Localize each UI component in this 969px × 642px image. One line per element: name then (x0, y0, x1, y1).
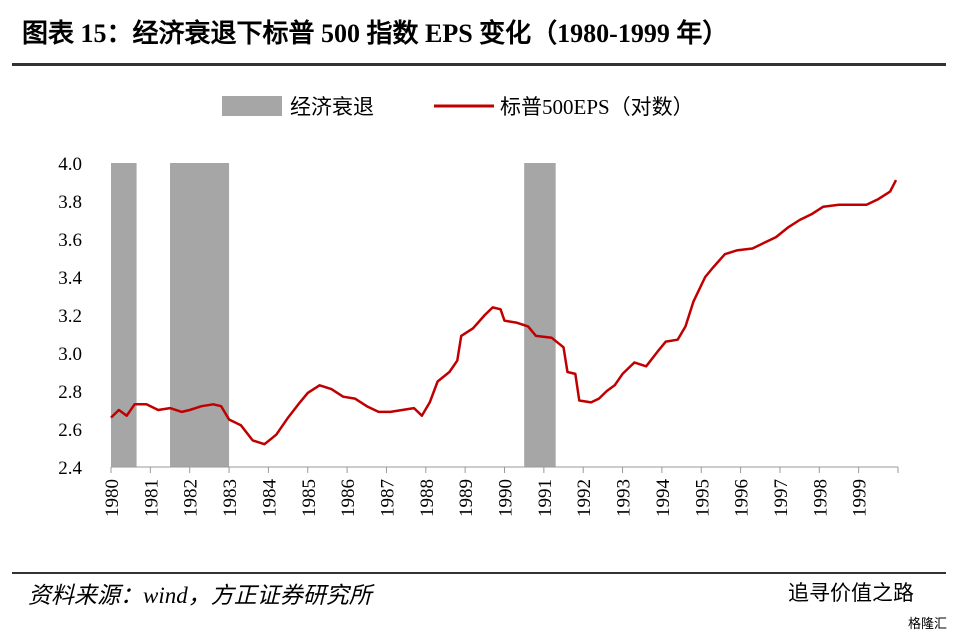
legend-label: 标普500EPS（对数） (500, 95, 694, 119)
x-tick-label: 1993 (614, 479, 635, 517)
y-tick-label: 2.8 (58, 382, 82, 403)
logo: 格隆汇 (908, 616, 947, 632)
footer-rule (12, 572, 946, 574)
x-tick-label: 1981 (141, 479, 162, 517)
x-tick-label: 1991 (535, 479, 556, 517)
x-tick-label: 1983 (220, 479, 241, 517)
x-tick-label: 1996 (732, 479, 753, 517)
x-tick-label: 1984 (259, 479, 280, 518)
recession-band (524, 163, 556, 467)
x-tick-label: 1998 (810, 479, 831, 517)
x-tick-label: 1990 (496, 479, 517, 517)
x-tick-label: 1980 (102, 479, 123, 517)
chart-title: 图表 15：经济衰退下标普 500 指数 EPS 变化（1980-1999 年） (22, 18, 728, 48)
legend-swatch (222, 96, 282, 116)
x-tick-label: 1997 (771, 479, 792, 517)
x-tick-label: 1999 (850, 479, 871, 517)
x-tick-label: 1989 (456, 479, 477, 517)
recession-band (170, 163, 230, 467)
y-tick-label: 4.0 (58, 154, 82, 175)
watermark: 追寻价值之路 (788, 581, 914, 605)
source: 资料来源：wind，方正证券研究所 (28, 583, 375, 608)
title-rule (12, 63, 946, 66)
y-tick-label: 2.6 (58, 420, 82, 441)
recession-band (111, 163, 137, 467)
x-tick-label: 1987 (377, 479, 398, 517)
x-tick-label: 1994 (653, 479, 674, 518)
y-tick-label: 3.8 (58, 192, 82, 213)
x-tick-label: 1988 (417, 479, 438, 517)
x-tick-label: 1992 (574, 479, 595, 517)
x-tick-label: 1982 (181, 479, 202, 517)
y-tick-label: 3.4 (58, 268, 82, 289)
y-tick-label: 3.2 (58, 306, 82, 327)
y-tick-label: 3.6 (58, 230, 82, 251)
x-tick-label: 1995 (692, 479, 713, 517)
legend-label: 经济衰退 (290, 95, 374, 119)
y-tick-label: 2.4 (58, 458, 82, 479)
x-tick-label: 1986 (338, 479, 359, 517)
y-tick-label: 3.0 (58, 344, 82, 365)
line (110, 179, 898, 446)
x-tick-label: 1985 (299, 479, 320, 517)
